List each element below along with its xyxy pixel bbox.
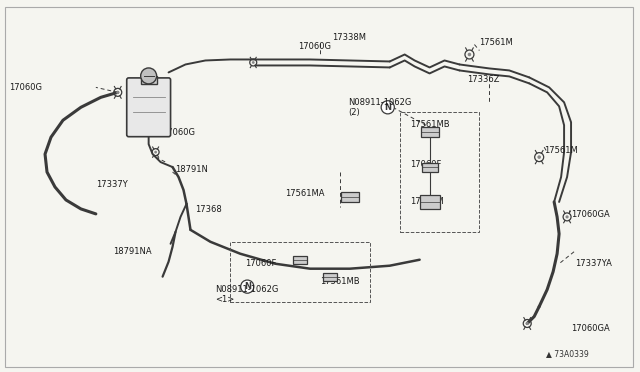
Text: 17336Z: 17336Z: [467, 75, 500, 84]
Text: ▲ 73A0339: ▲ 73A0339: [547, 349, 589, 358]
Text: 17561MB: 17561MB: [410, 120, 449, 129]
Bar: [293, 256, 307, 264]
Bar: [420, 195, 440, 209]
Circle shape: [252, 61, 255, 64]
Bar: [420, 127, 438, 137]
Bar: [323, 273, 337, 280]
Text: 18791NA: 18791NA: [113, 247, 152, 256]
Circle shape: [468, 53, 471, 56]
Circle shape: [116, 91, 119, 94]
Circle shape: [154, 151, 157, 154]
Text: N: N: [244, 282, 251, 291]
Circle shape: [538, 155, 541, 159]
Text: 17337Y: 17337Y: [96, 180, 127, 189]
Circle shape: [525, 322, 529, 325]
Text: 17561M: 17561M: [479, 38, 513, 47]
Bar: [230, 242, 370, 302]
Text: 17060F: 17060F: [410, 160, 441, 169]
Text: N08911-1062G
<1>: N08911-1062G <1>: [216, 285, 279, 304]
Circle shape: [566, 215, 569, 218]
Circle shape: [141, 68, 157, 84]
Bar: [422, 163, 438, 171]
Text: 17338M: 17338M: [332, 33, 366, 42]
Bar: [400, 112, 479, 232]
Bar: [141, 76, 157, 84]
Text: 18791N: 18791N: [175, 164, 209, 174]
Bar: [341, 192, 359, 202]
FancyBboxPatch shape: [127, 78, 171, 137]
Text: 17561MB: 17561MB: [320, 277, 360, 286]
Text: 17575M: 17575M: [410, 198, 444, 206]
Text: 17060GA: 17060GA: [571, 211, 610, 219]
Text: 17368: 17368: [195, 205, 222, 214]
Text: N: N: [384, 103, 391, 112]
Text: 17561MA: 17561MA: [285, 189, 324, 199]
Text: 17060G: 17060G: [298, 42, 331, 51]
Text: 17561M: 17561M: [544, 145, 578, 155]
Text: N08911-1062G
(2): N08911-1062G (2): [348, 97, 412, 117]
Text: 17337YA: 17337YA: [575, 259, 612, 268]
Text: 17060F: 17060F: [245, 259, 276, 268]
Text: 17060GA: 17060GA: [571, 324, 610, 333]
Text: 17060G: 17060G: [163, 128, 196, 137]
Text: 17060G: 17060G: [9, 83, 42, 92]
